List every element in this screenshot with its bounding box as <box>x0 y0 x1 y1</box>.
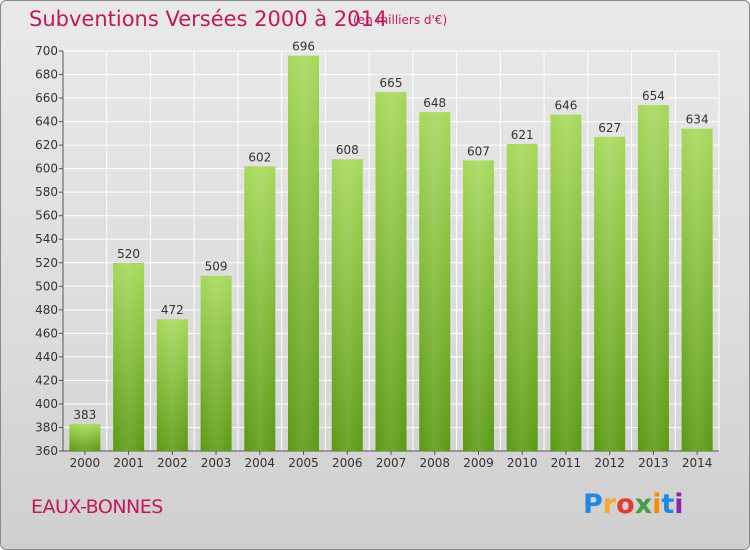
x-tick-label: 2003 <box>201 456 232 470</box>
x-tick-label: 2008 <box>419 456 450 470</box>
y-tick-label: 640 <box>35 115 58 129</box>
bar-value-label: 648 <box>423 96 446 110</box>
bar-value-label: 627 <box>598 121 621 135</box>
bar-value-label: 602 <box>248 150 271 164</box>
bar-value-label: 509 <box>205 260 228 274</box>
x-tick-label: 2009 <box>463 456 494 470</box>
x-tick-label: 2010 <box>507 456 538 470</box>
x-tick-label: 2011 <box>551 456 582 470</box>
bar-highlight <box>200 275 232 451</box>
bar-value-label: 472 <box>161 303 184 317</box>
bar-value-label: 646 <box>554 99 577 113</box>
bar-value-label: 383 <box>73 408 96 422</box>
logo-letter: t <box>661 489 675 520</box>
y-tick-label: 520 <box>35 256 58 270</box>
x-tick-label: 2005 <box>288 456 319 470</box>
bar-value-label: 608 <box>336 143 359 157</box>
bar-highlight <box>375 92 407 452</box>
bar-highlight <box>550 114 582 451</box>
y-tick-label: 500 <box>35 279 58 293</box>
y-tick-label: 400 <box>35 397 58 411</box>
bar-value-label: 607 <box>467 144 490 158</box>
y-tick-label: 460 <box>35 326 58 340</box>
bar-highlight <box>156 319 188 451</box>
logo-letter: x <box>634 489 653 520</box>
bar-value-label: 634 <box>686 113 709 127</box>
x-tick-label: 2013 <box>638 456 669 470</box>
chart-title: Subventions Versées 2000 à 2014 <box>29 7 388 31</box>
y-tick-label: 620 <box>35 138 58 152</box>
bar-highlight <box>244 166 276 451</box>
bar-highlight <box>462 160 494 452</box>
x-tick-label: 2007 <box>376 456 407 470</box>
y-tick-label: 540 <box>35 232 58 246</box>
y-tick-label: 560 <box>35 209 58 223</box>
logo-letter: o <box>616 489 635 520</box>
x-tick-label: 2001 <box>113 456 144 470</box>
bar-highlight <box>419 112 451 452</box>
logo-letter: r <box>602 489 617 520</box>
labels: 360 380 400 420 440 460 480 500 520 540 560 580 600 6… <box>35 40 712 470</box>
y-tick-label: 420 <box>35 373 58 387</box>
bar-value-label: 654 <box>642 89 665 103</box>
y-tick-label: 680 <box>35 68 58 82</box>
commune-name: EAUX-BONNES <box>31 496 163 518</box>
logo-letter: i <box>652 489 662 520</box>
y-tick-label: 600 <box>35 162 58 176</box>
logo-letter: i <box>674 489 684 520</box>
bars <box>69 55 713 452</box>
y-tick-label: 580 <box>35 185 58 199</box>
bar-highlight <box>681 128 713 451</box>
bar-highlight <box>506 143 538 452</box>
bar-highlight <box>288 55 320 452</box>
bar-highlight <box>637 105 669 451</box>
bar-value-label: 696 <box>292 40 315 54</box>
bar-value-label: 665 <box>380 76 403 90</box>
x-tick-label: 2000 <box>70 456 101 470</box>
bar-highlight <box>594 136 626 451</box>
y-tick-label: 700 <box>35 44 58 58</box>
x-tick-label: 2014 <box>682 456 713 470</box>
proxiti-logo[interactable]: Proxiti <box>583 489 684 520</box>
bar-value-label: 621 <box>511 128 534 142</box>
bar-highlight <box>113 262 145 451</box>
x-tick-label: 2002 <box>157 456 188 470</box>
y-tick-label: 440 <box>35 350 58 364</box>
bar-highlight <box>69 423 101 451</box>
y-tick-label: 480 <box>35 303 58 317</box>
bar-value-label: 520 <box>117 247 140 261</box>
x-tick-label: 2012 <box>594 456 625 470</box>
chart-subtitle: (en milliers d'€) <box>353 13 448 27</box>
x-tick-label: 2004 <box>245 456 276 470</box>
bar-highlight <box>331 159 363 451</box>
y-tick-label: 360 <box>35 444 58 458</box>
y-tick-label: 660 <box>35 91 58 105</box>
y-tick-label: 380 <box>35 420 58 434</box>
x-tick-label: 2006 <box>332 456 363 470</box>
logo-letter: P <box>583 489 603 520</box>
